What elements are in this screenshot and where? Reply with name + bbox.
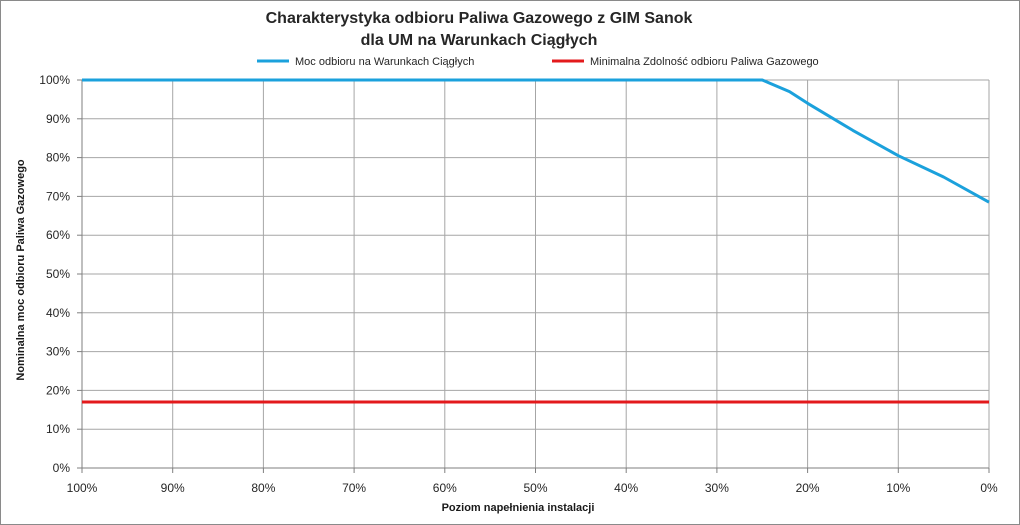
y-axis-label: Nominalna moc odbioru Paliwa Gazowego: [15, 159, 27, 381]
x-tick-label: 30%: [705, 481, 729, 495]
legend: Moc odbioru na Warunkach Ciągłych Minima…: [257, 56, 819, 68]
x-tick-label: 100%: [67, 481, 98, 495]
x-tick-label: 20%: [796, 481, 820, 495]
chart-title-line-2: dla UM na Warunkach Ciągłych: [361, 32, 598, 49]
y-tick-label: 60%: [46, 228, 70, 242]
tick-labels: 0% 10% 20% 30% 40% 50% 60% 70% 80% 90% 100% 100% 90%…: [39, 73, 998, 495]
x-tick-label: 0%: [980, 481, 998, 495]
series-lines: [82, 78, 990, 404]
legend-label-minimalna-zdolnosc: Minimalna Zdolność odbioru Paliwa Gazowe…: [590, 56, 819, 68]
y-tick-label: 100%: [39, 73, 70, 87]
y-tick-label: 0%: [53, 461, 71, 475]
y-tick-label: 10%: [46, 422, 70, 436]
y-tick-label: 20%: [46, 383, 70, 397]
x-tick-label: 80%: [251, 481, 275, 495]
y-tick-label: 30%: [46, 345, 70, 359]
series-line-0: [82, 78, 990, 204]
legend-label-moc-odbioru: Moc odbioru na Warunkach Ciągłych: [295, 56, 474, 68]
x-tick-label: 50%: [523, 481, 547, 495]
x-tick-label: 90%: [161, 481, 185, 495]
x-tick-label: 70%: [342, 481, 366, 495]
axes: [77, 79, 990, 473]
y-tick-label: 40%: [46, 306, 70, 320]
y-tick-label: 80%: [46, 151, 70, 165]
y-tick-label: 50%: [46, 267, 70, 281]
x-axis-label: Poziom napełnienia instalacji: [442, 502, 595, 514]
x-tick-label: 40%: [614, 481, 638, 495]
chart-title-line-1: Charakterystyka odbioru Paliwa Gazowego …: [266, 10, 693, 27]
x-tick-label: 60%: [433, 481, 457, 495]
y-tick-label: 70%: [46, 189, 70, 203]
x-tick-label: 10%: [886, 481, 910, 495]
y-tick-label: 90%: [46, 112, 70, 126]
gridlines: [82, 79, 990, 468]
